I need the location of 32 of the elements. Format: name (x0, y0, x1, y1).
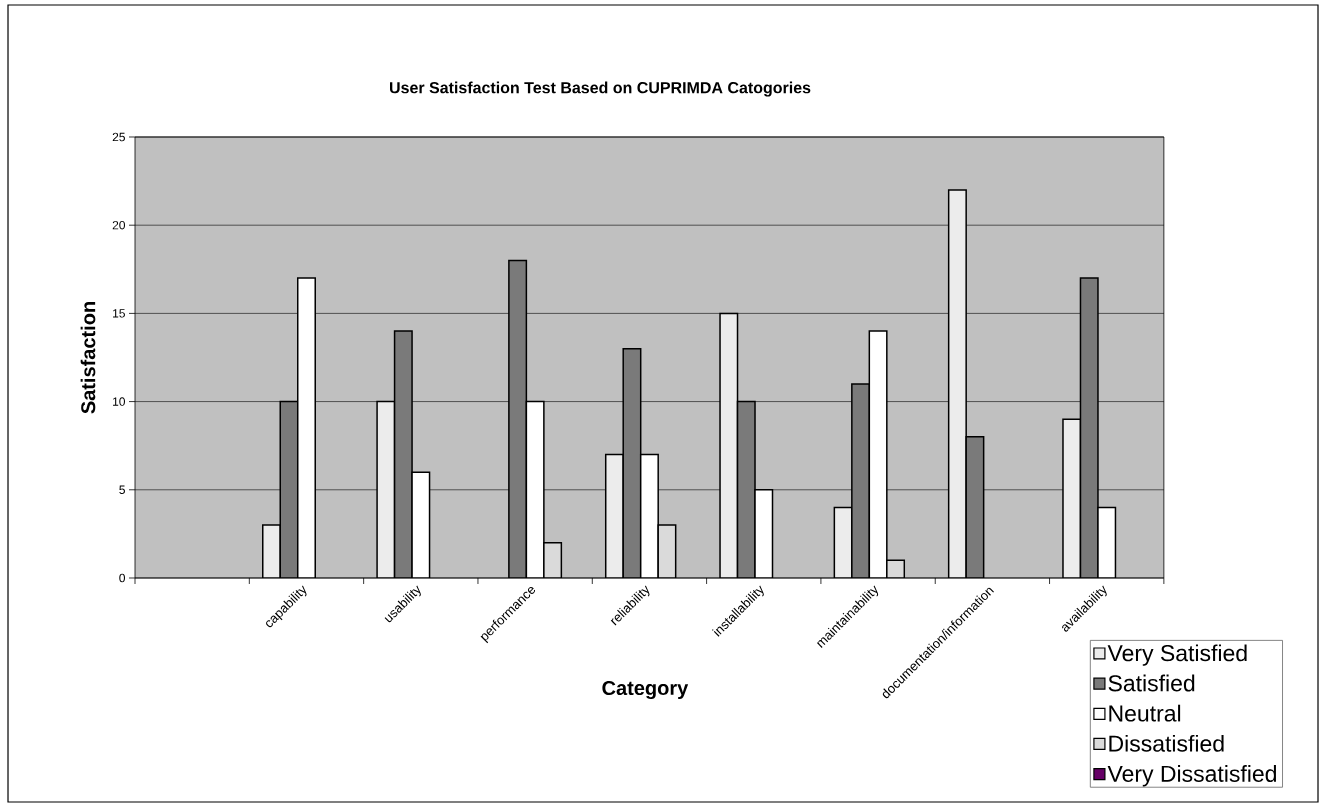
bar (279, 400, 299, 578)
bar (1062, 418, 1082, 578)
y-tick-label: 15 (113, 309, 125, 318)
x-axis-title: Category (602, 680, 689, 700)
bar (965, 436, 985, 578)
bar (736, 400, 756, 578)
bar (411, 471, 431, 578)
bar (604, 453, 624, 578)
bar (525, 400, 545, 578)
y-tick-label: 10 (113, 397, 126, 406)
bar (719, 312, 739, 578)
bar (1079, 277, 1099, 578)
y-tick-label: 20 (112, 220, 126, 230)
bar (508, 259, 528, 578)
legend-label: Very Dissatisfied (1107, 765, 1276, 787)
chart-title: User Satisfaction Test Based on CUPRIMDA Catogories (390, 81, 811, 97)
y-axis-title: Satisfaction (80, 302, 96, 414)
legend-label: Neutral (1109, 704, 1181, 722)
legend-label: Satisfied (1108, 674, 1195, 692)
bar (622, 347, 642, 578)
y-tick-label: 25 (112, 132, 125, 142)
legend-label: Dissatisfied (1109, 734, 1224, 752)
bar (639, 453, 659, 578)
y-tick-label: 0 (119, 573, 126, 583)
y-tick-label: 5 (119, 485, 125, 494)
bar (296, 277, 316, 578)
bar (851, 383, 871, 578)
legend-label: Very Satisfied (1107, 644, 1247, 666)
bar (947, 189, 967, 578)
bar (376, 400, 396, 578)
bar (868, 330, 888, 578)
bar (393, 330, 413, 578)
